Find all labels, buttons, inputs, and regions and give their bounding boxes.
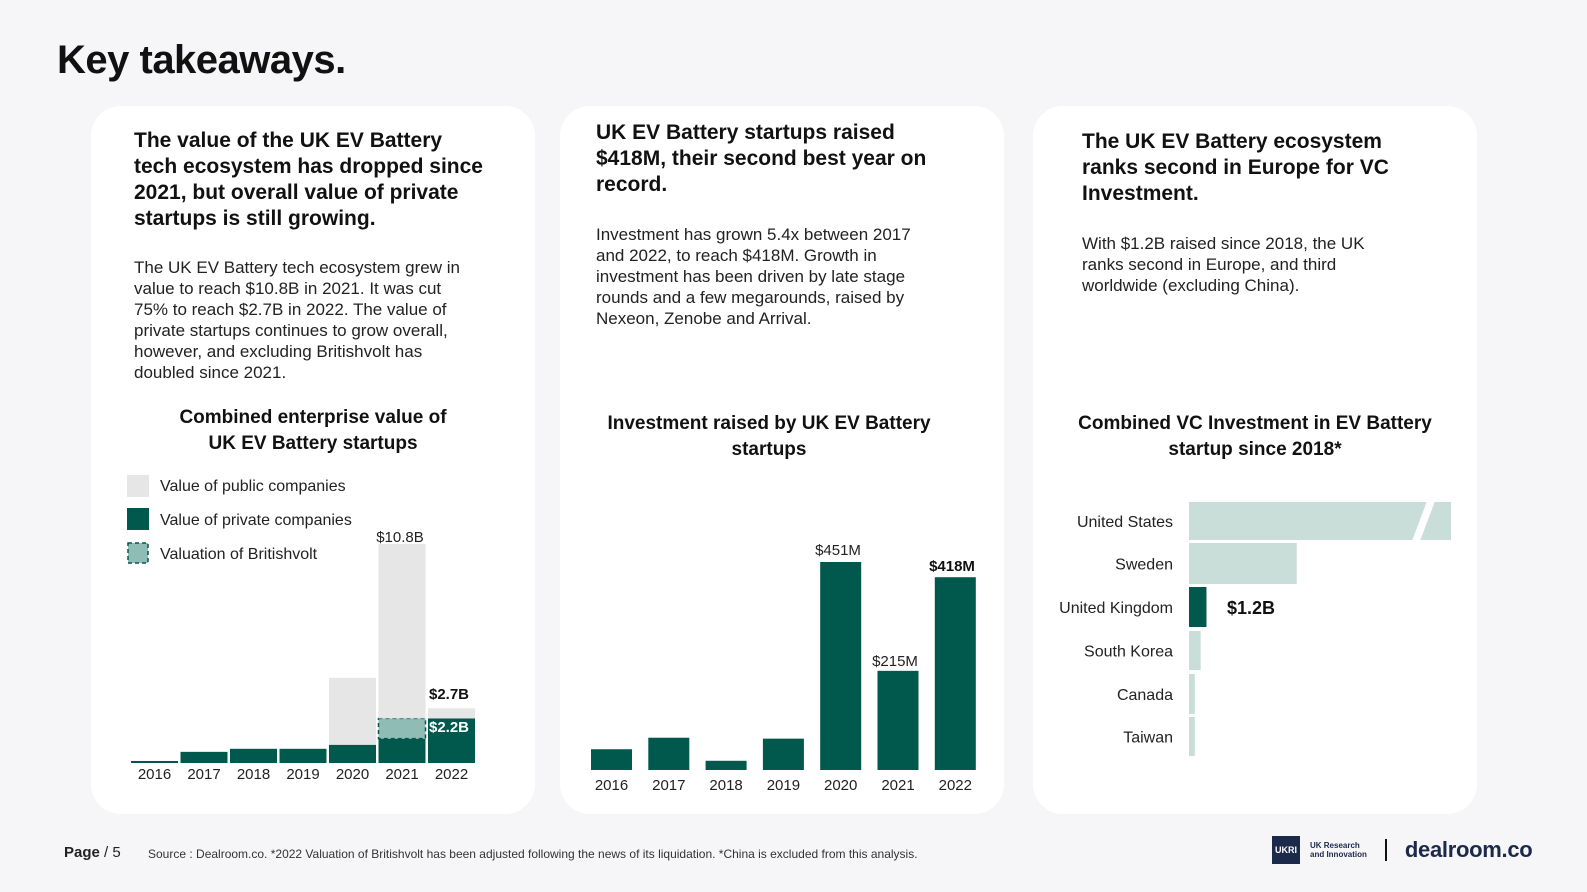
page-title: Key takeaways.	[57, 38, 346, 82]
card2-heading: UK EV Battery startups raised $418M, the…	[596, 121, 927, 196]
chart2-xlabel-2018: 2018	[709, 777, 742, 794]
chart1-title: Combined enterprise value of UK EV Batte…	[179, 407, 447, 454]
chart3-ylabel-south-korea: South Korea	[1084, 644, 1173, 661]
chart3-bar-united-states	[1189, 502, 1451, 540]
chart2-xlabel-2016: 2016	[595, 777, 628, 794]
chart2-title: Investment raised by UK EV Battery start…	[607, 413, 931, 460]
chart3-label-uk: $1.2B	[1227, 598, 1275, 618]
legend-swatch-britishvolt	[127, 542, 149, 564]
chart1-bar-2022-value-of-public-companies	[428, 708, 475, 719]
card2-body: Investment has grown 5.4x between 2017 a…	[596, 225, 911, 328]
chart3-svg: United States Sweden United Kingdom South K…	[1059, 501, 1451, 756]
chart1-bar-2021-valuation-of-britishvolt	[377, 717, 427, 740]
chart2-label-2020: $451M	[815, 542, 861, 559]
chart1-label-2022-total: $2.7B	[429, 686, 469, 703]
chart2-xlabel-2022: 2022	[939, 777, 972, 794]
chart1-xlabel-2018: 2018	[237, 766, 270, 783]
legend-label-public: Value of public companies	[160, 478, 346, 495]
chart3-ylabel-united-states: United States	[1077, 514, 1173, 531]
footer-logos: UKRI UK Research and Innovation dealroom…	[1272, 836, 1533, 864]
card-investment-raised: UK EV Battery startups raised $418M, the…	[560, 106, 1004, 814]
page-label: Page	[64, 844, 100, 861]
chart2-bar-2019	[762, 738, 804, 770]
chart3-ylabel-canada: Canada	[1117, 687, 1173, 704]
card-vc-ranking: The UK EV Battery ecosystem ranks second…	[1033, 106, 1477, 814]
chart2-bar-2017	[648, 737, 690, 770]
chart2-xlabel-2021: 2021	[881, 777, 914, 794]
source-note: Source : Dealroom.co. *2022 Valuation of…	[148, 847, 918, 861]
chart1-xlabel-2017: 2017	[187, 766, 220, 783]
chart1-bar-2019-value-of-private-companies	[279, 748, 327, 763]
chart3-axis-break	[1412, 501, 1435, 541]
chart1-xlabel-2021: 2021	[385, 766, 418, 783]
legend-label-britishvolt: Valuation of Britishvolt	[160, 546, 318, 563]
card1-body: The UK EV Battery tech ecosystem grew in…	[134, 258, 460, 382]
card3-heading: The UK EV Battery ecosystem ranks second…	[1082, 130, 1389, 205]
chart2-label-2021: $215M	[872, 653, 918, 670]
chart1-bar-2022-value-of-private-companies	[428, 718, 475, 763]
chart2-xlabel-2020: 2020	[824, 777, 857, 794]
chart1-xlabel-2019: 2019	[286, 766, 319, 783]
chart2-svg: 2016 2017 2018 2019 2020 2021 2022 $451M $215M…	[591, 542, 976, 794]
ukri-text: UK Research and Innovation	[1310, 841, 1367, 859]
chart3-ylabel-taiwan: Taiwan	[1123, 730, 1173, 747]
chart1-xlabel-2016: 2016	[138, 766, 171, 783]
chart2-label-2022: $418M	[929, 558, 975, 575]
chart1-bar-2020-value-of-public-companies	[329, 677, 376, 745]
chart2-bar-2016	[591, 749, 632, 770]
chart1-bar-2021-value-of-public-companies	[378, 544, 426, 719]
ukri-logo: UKRI	[1272, 836, 1300, 864]
chart2-bar-2021	[877, 670, 919, 770]
chart2-bar-2018	[705, 760, 747, 770]
chart1-svg: Value of public companies Value of priva…	[127, 475, 475, 783]
chart3-ylabel-united-kingdom: United Kingdom	[1059, 600, 1173, 617]
page-number: / 5	[104, 844, 121, 861]
chart1-bar-2018-value-of-private-companies	[230, 748, 277, 763]
chart1-label-2021-total: $10.8B	[376, 529, 424, 546]
card-enterprise-value: The value of the UK EV Battery tech ecos…	[91, 106, 535, 814]
chart2-xlabel-2017: 2017	[652, 777, 685, 794]
logo-separator	[1384, 839, 1387, 861]
chart3-bar-taiwan	[1189, 717, 1195, 756]
chart3-title: Combined VC Investment in EV Battery sta…	[1078, 413, 1432, 460]
dealroom-logo: dealroom.co	[1404, 837, 1533, 862]
chart1-bar-2016-value-of-private-companies	[131, 760, 178, 763]
card3-body: With $1.2B raised since 2018, the UK ran…	[1082, 234, 1365, 295]
card1-heading: The value of the UK EV Battery tech ecos…	[134, 129, 483, 230]
chart3-ylabel-sweden: Sweden	[1115, 557, 1173, 574]
chart1-xlabel-2020: 2020	[336, 766, 369, 783]
legend-swatch-public	[127, 475, 149, 497]
chart1-bar-2017-value-of-private-companies	[180, 751, 228, 763]
chart1-xlabel-2022: 2022	[435, 766, 468, 783]
chart2-bar-2022	[934, 577, 976, 770]
chart2-xlabel-2019: 2019	[767, 777, 800, 794]
chart1-label-2022-private: $2.2B	[429, 719, 469, 736]
chart1-bar-2020-value-of-private-companies	[329, 744, 376, 763]
chart3-bar-canada	[1189, 674, 1195, 714]
chart3-bar-south-korea	[1189, 631, 1201, 670]
legend-swatch-private	[127, 508, 149, 530]
chart2-bar-2020	[820, 562, 862, 770]
page-footer: Page / 5	[64, 844, 121, 861]
chart1-legend: Value of public companies Value of priva…	[127, 475, 352, 564]
legend-label-private: Value of private companies	[160, 512, 352, 529]
chart3-bar-sweden	[1189, 543, 1297, 584]
chart1-bar-2021-value-of-private-companies	[378, 738, 426, 763]
chart3-bar-united-kingdom	[1189, 587, 1207, 627]
